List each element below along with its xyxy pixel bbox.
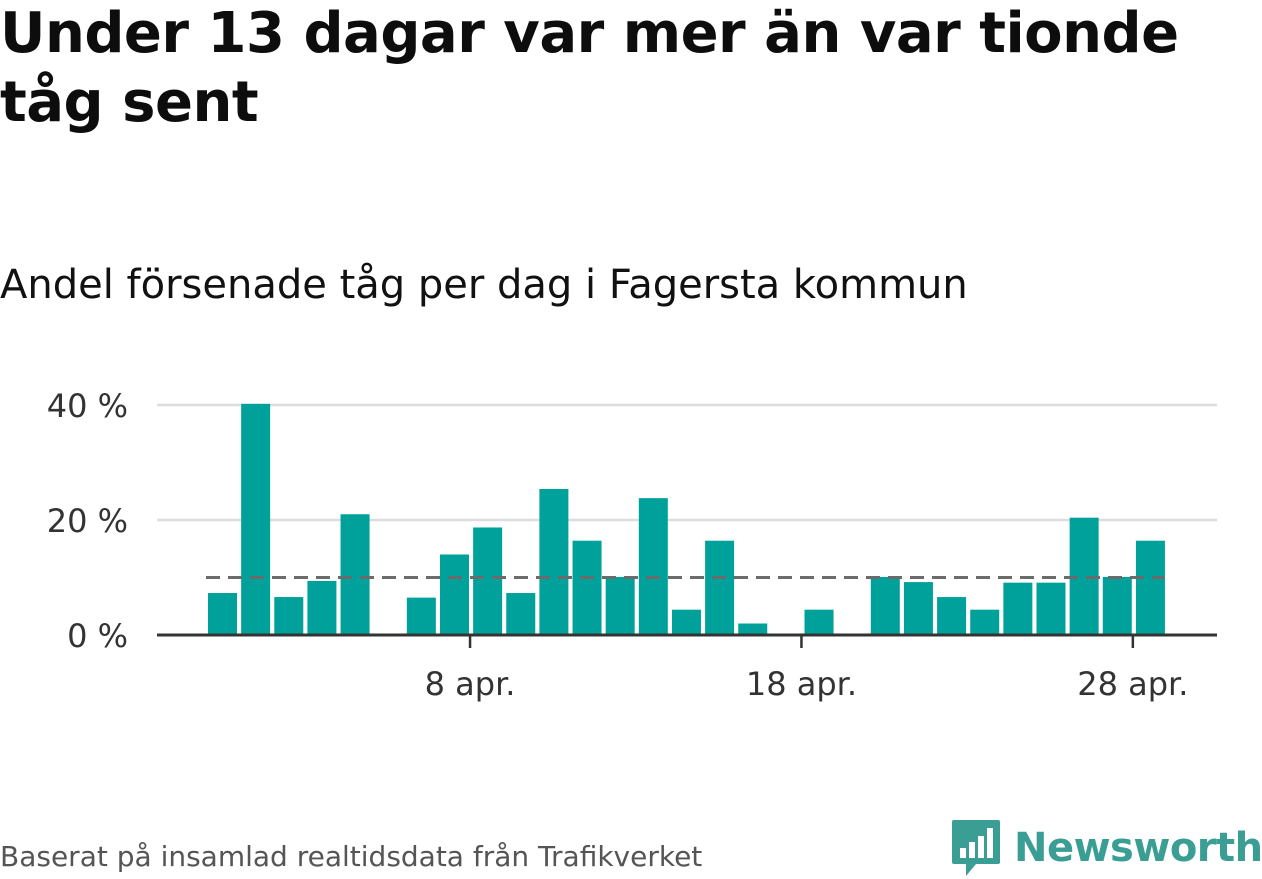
y-tick-label: 40 % [47,387,128,425]
headline: Under 13 dagar var mer än var tionde tåg… [0,1,1179,135]
grid-lines [157,403,1217,522]
x-tick-label: 8 apr. [425,665,516,703]
chart-subtitle: Andel försenade tåg per dag i Fagersta k… [0,262,968,308]
axes: 0 % 20 % 40 % 8 apr. 18 apr. 28 apr. [47,387,1217,703]
bar-26apr [1036,582,1066,635]
newsworthy-logo[interactable]: Newsworthy [950,818,1262,878]
y-tick-label: 0 % [67,617,128,655]
bar-15apr [671,609,701,635]
bar-17apr [738,623,768,635]
bar-25apr [1003,582,1033,635]
bar-12apr [572,540,602,635]
bar-5apr [340,514,370,635]
bar-22apr [903,582,933,635]
newsworthy-logo-icon [952,820,1000,876]
bar-8apr [439,554,469,635]
bars [208,403,1165,635]
brand-name: Newsworthy [1014,825,1262,871]
bar-13apr [605,576,635,635]
bar-2apr [241,403,271,635]
x-tick-label: 28 apr. [1077,665,1188,703]
bar-16apr [705,540,735,635]
bar-3apr [274,597,304,635]
bar-4apr [307,580,337,635]
bar-11apr [539,488,569,635]
bar-29apr [1135,540,1165,635]
x-tick-label: 18 apr. [746,665,857,703]
bar-23apr [937,597,967,635]
bar-14apr [638,498,668,635]
bar-1apr [208,593,237,635]
bar-7apr [406,597,436,635]
bar-28apr [1102,576,1132,635]
bar-19apr [804,609,834,635]
y-tick-label: 20 % [47,502,128,540]
bar-21apr [870,576,900,635]
bar-10apr [506,593,536,635]
bar-9apr [473,527,503,635]
bar-24apr [970,609,1000,635]
source-note: Baserat på insamlad realtidsdata från Tr… [0,840,703,873]
